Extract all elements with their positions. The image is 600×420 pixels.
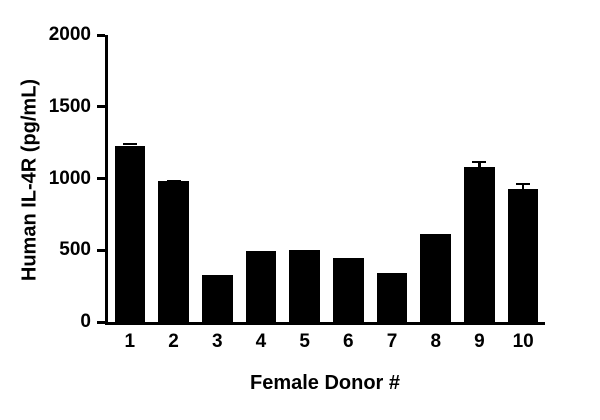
- x-tick-label: 10: [512, 331, 534, 352]
- bar: [158, 181, 189, 322]
- error-bar-cap: [166, 179, 181, 183]
- y-tick: [97, 33, 105, 37]
- y-tick: [97, 105, 105, 109]
- y-tick: [97, 320, 105, 324]
- bar: [376, 273, 408, 322]
- bar: [507, 188, 539, 322]
- error-bar: [521, 182, 525, 189]
- y-tick: [97, 248, 105, 252]
- y-tick-label: 2000: [48, 24, 91, 45]
- x-tick-label: 4: [255, 331, 267, 352]
- error-bar: [478, 160, 481, 168]
- x-tick-label: 5: [299, 331, 310, 352]
- x-tick-label: 8: [430, 331, 442, 352]
- y-tick-label: 0: [80, 311, 91, 332]
- error-bar-cap: [122, 142, 137, 146]
- error-bar-cap: [472, 160, 487, 164]
- x-tick-label: 6: [343, 331, 354, 352]
- plot-area: 0 500 1000 1500 2000 1 2 3 4 5 6 7 8 9 10: [49, 24, 545, 352]
- x-tick-label: 1: [124, 331, 136, 352]
- x-tick-label: 9: [474, 331, 485, 352]
- bar: [201, 274, 233, 322]
- x-tick-label: 2: [168, 331, 179, 352]
- bar: [245, 250, 277, 322]
- error-bar-cap: [516, 182, 531, 186]
- y-tick-label: 1500: [48, 95, 91, 117]
- y-tick: [97, 177, 105, 180]
- y-tick-label: 1000: [48, 167, 91, 189]
- x-tick-label: 3: [211, 331, 223, 352]
- bar: [420, 234, 452, 322]
- bar: [333, 258, 364, 322]
- bar: [464, 167, 495, 322]
- bar: [289, 250, 320, 322]
- x-axis-title: Female Donor #: [249, 372, 401, 394]
- x-tick-label: 7: [386, 331, 398, 352]
- bar: [114, 145, 146, 322]
- y-tick-label: 500: [59, 239, 91, 261]
